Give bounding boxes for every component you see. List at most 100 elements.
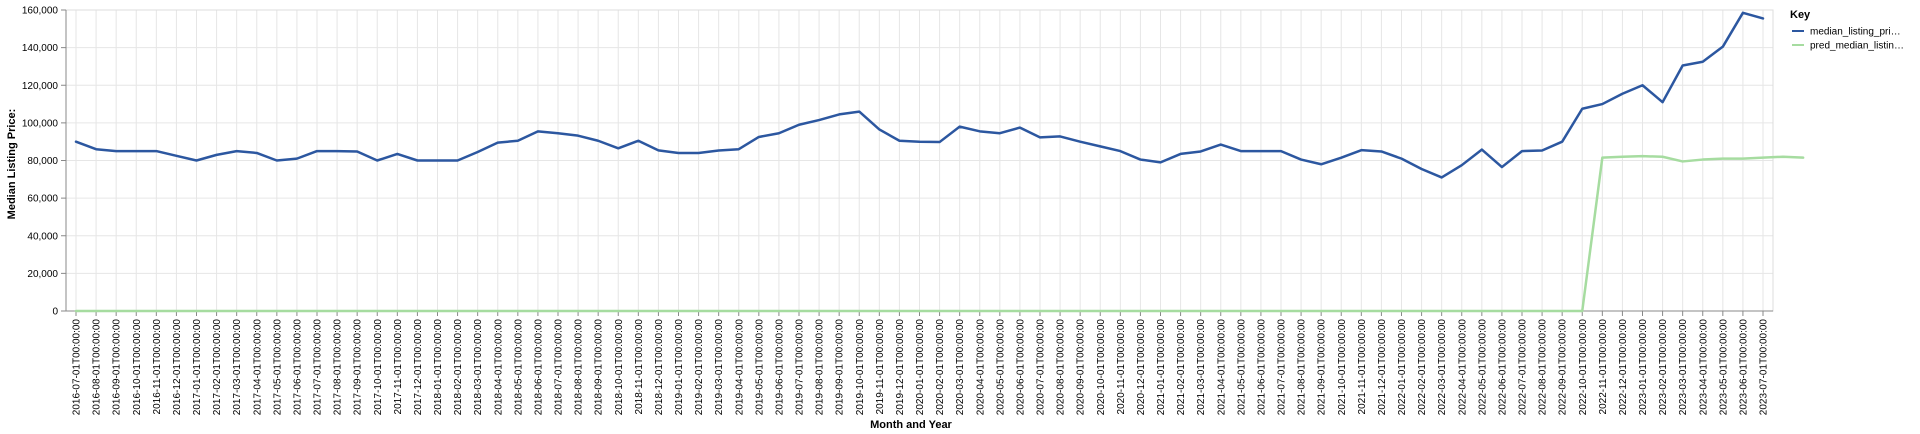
x-tick-label: 2017-08-01T00:00:00 — [333, 319, 344, 416]
x-tick-label: 2017-06-01T00:00:00 — [292, 319, 303, 416]
x-tick-label: 2022-05-01T00:00:00 — [1477, 319, 1488, 416]
x-tick-label: 2021-04-01T00:00:00 — [1216, 319, 1227, 416]
x-tick-label: 2018-03-01T00:00:00 — [473, 319, 484, 416]
y-tick-label: 0 — [52, 307, 58, 318]
x-tick-label: 2020-06-01T00:00:00 — [1015, 319, 1026, 416]
x-tick-label: 2022-11-01T00:00:00 — [1598, 319, 1609, 415]
x-tick-label: 2022-01-01T00:00:00 — [1397, 319, 1408, 416]
x-tick-label: 2021-07-01T00:00:00 — [1277, 319, 1288, 416]
x-tick-label: 2021-11-01T00:00:00 — [1357, 319, 1368, 415]
x-tick-label: 2020-03-01T00:00:00 — [955, 319, 966, 416]
x-tick-label: 2019-06-01T00:00:00 — [774, 319, 785, 416]
x-tick-label: 2021-02-01T00:00:00 — [1176, 319, 1187, 416]
x-tick-label: 2017-02-01T00:00:00 — [212, 319, 223, 416]
x-tick-label: 2023-03-01T00:00:00 — [1678, 319, 1689, 416]
x-tick-label: 2020-02-01T00:00:00 — [935, 319, 946, 416]
x-tick-label: 2021-06-01T00:00:00 — [1256, 319, 1267, 416]
x-tick-label: 2019-01-01T00:00:00 — [674, 319, 685, 416]
x-tick-label: 2023-02-01T00:00:00 — [1658, 319, 1669, 416]
x-tick-label: 2022-10-01T00:00:00 — [1578, 319, 1589, 416]
x-tick-label: 2017-11-01T00:00:00 — [393, 319, 404, 415]
x-tick-label: 2022-09-01T00:00:00 — [1558, 319, 1569, 416]
x-tick-label: 2018-02-01T00:00:00 — [453, 319, 464, 416]
x-tick-label: 2017-03-01T00:00:00 — [232, 319, 243, 416]
x-tick-label: 2016-07-01T00:00:00 — [72, 319, 83, 416]
y-tick-label: 100,000 — [22, 118, 59, 129]
x-tick-label: 2021-10-01T00:00:00 — [1337, 319, 1348, 416]
x-tick-label: 2021-08-01T00:00:00 — [1297, 319, 1308, 416]
x-tick-label: 2020-12-01T00:00:00 — [1136, 319, 1147, 416]
x-axis-title: Month and Year — [870, 419, 952, 431]
legend: Key median_listing_pri… pred_median_listi… — [1790, 9, 1904, 52]
x-tick-label: 2021-09-01T00:00:00 — [1317, 319, 1328, 416]
x-tick-label: 2020-09-01T00:00:00 — [1076, 319, 1087, 416]
x-tick-label: 2023-07-01T00:00:00 — [1759, 319, 1770, 416]
x-tick-label: 2019-11-01T00:00:00 — [875, 319, 886, 415]
x-tick-label: 2022-03-01T00:00:00 — [1437, 319, 1448, 416]
x-tick-label: 2016-08-01T00:00:00 — [92, 319, 103, 416]
x-tick-label: 2019-05-01T00:00:00 — [754, 319, 765, 416]
x-tick-label: 2017-09-01T00:00:00 — [353, 319, 364, 416]
x-tick-label: 2020-01-01T00:00:00 — [915, 319, 926, 416]
x-tick-label: 2018-01-01T00:00:00 — [433, 319, 444, 416]
x-tick-label: 2016-11-01T00:00:00 — [152, 319, 163, 415]
y-tick-label: 60,000 — [27, 194, 58, 205]
series-line-median-listing-pri — [74, 11, 1765, 179]
legend-label: median_listing_pri… — [1810, 27, 1901, 38]
x-tick-label: 2018-11-01T00:00:00 — [634, 319, 645, 415]
y-tick-label: 120,000 — [22, 81, 59, 92]
y-tick-label: 40,000 — [27, 231, 58, 242]
y-tick-label: 140,000 — [22, 43, 59, 54]
x-tick-label: 2019-03-01T00:00:00 — [714, 319, 725, 416]
x-tick-label: 2023-04-01T00:00:00 — [1698, 319, 1709, 416]
legend-title: Key — [1790, 9, 1811, 21]
x-tick-label: 2021-12-01T00:00:00 — [1377, 319, 1388, 416]
x-tick-label: 2018-08-01T00:00:00 — [574, 319, 585, 416]
legend-label: pred_median_listin… — [1810, 41, 1904, 52]
series-lines — [74, 11, 1805, 313]
series-line-pred-median-listin — [74, 154, 1805, 313]
x-axis: 2016-07-01T00:00:00 2016-08-01T00:00:00 20… — [66, 310, 1773, 416]
x-tick-label: 2017-05-01T00:00:00 — [272, 319, 283, 416]
x-tick-label: 2019-07-01T00:00:00 — [795, 319, 806, 416]
x-tick-label: 2018-07-01T00:00:00 — [554, 319, 565, 416]
x-tick-label: 2020-04-01T00:00:00 — [975, 319, 986, 416]
x-tick-label: 2020-08-01T00:00:00 — [1056, 319, 1067, 416]
x-tick-label: 2021-01-01T00:00:00 — [1156, 319, 1167, 416]
x-tick-label: 2020-10-01T00:00:00 — [1096, 319, 1107, 416]
x-tick-label: 2023-06-01T00:00:00 — [1738, 319, 1749, 416]
x-tick-label: 2018-10-01T00:00:00 — [614, 319, 625, 416]
x-tick-label: 2022-04-01T00:00:00 — [1457, 319, 1468, 416]
x-tick-label: 2018-09-01T00:00:00 — [594, 319, 605, 416]
x-tick-label: 2023-01-01T00:00:00 — [1638, 319, 1649, 416]
x-tick-label: 2017-12-01T00:00:00 — [413, 319, 424, 416]
x-tick-label: 2016-12-01T00:00:00 — [172, 319, 183, 416]
gridlines — [66, 9, 1773, 312]
y-axis: 0 20,000 40,000 60,000 80,000 100,000 120,000 1… — [22, 6, 67, 318]
x-tick-label: 2022-07-01T00:00:00 — [1518, 319, 1529, 416]
y-axis-title: Median Listing Price: — [6, 109, 18, 220]
x-tick-label: 2021-05-01T00:00:00 — [1236, 319, 1247, 416]
x-tick-label: 2021-03-01T00:00:00 — [1196, 319, 1207, 416]
x-tick-label: 2017-07-01T00:00:00 — [313, 319, 324, 416]
x-tick-label: 2023-05-01T00:00:00 — [1718, 319, 1729, 416]
x-tick-label: 2022-06-01T00:00:00 — [1497, 319, 1508, 416]
x-tick-label: 2016-09-01T00:00:00 — [112, 319, 123, 416]
x-tick-label: 2019-10-01T00:00:00 — [855, 319, 866, 416]
x-tick-label: 2019-09-01T00:00:00 — [835, 319, 846, 416]
x-tick-label: 2019-04-01T00:00:00 — [734, 319, 745, 416]
x-tick-label: 2018-12-01T00:00:00 — [654, 319, 665, 416]
x-tick-label: 2022-02-01T00:00:00 — [1417, 319, 1428, 416]
y-tick-label: 160,000 — [22, 6, 59, 17]
x-tick-label: 2019-02-01T00:00:00 — [694, 319, 705, 416]
x-tick-label: 2017-10-01T00:00:00 — [373, 319, 384, 416]
x-tick-label: 2019-08-01T00:00:00 — [815, 319, 826, 416]
x-tick-label: 2017-01-01T00:00:00 — [192, 319, 203, 416]
x-tick-label: 2019-12-01T00:00:00 — [895, 319, 906, 416]
y-tick-label: 20,000 — [27, 269, 58, 280]
x-tick-label: 2022-12-01T00:00:00 — [1618, 319, 1629, 416]
y-tick-label: 80,000 — [27, 156, 58, 167]
x-tick-label: 2017-04-01T00:00:00 — [252, 319, 263, 416]
x-tick-label: 2020-05-01T00:00:00 — [995, 319, 1006, 416]
